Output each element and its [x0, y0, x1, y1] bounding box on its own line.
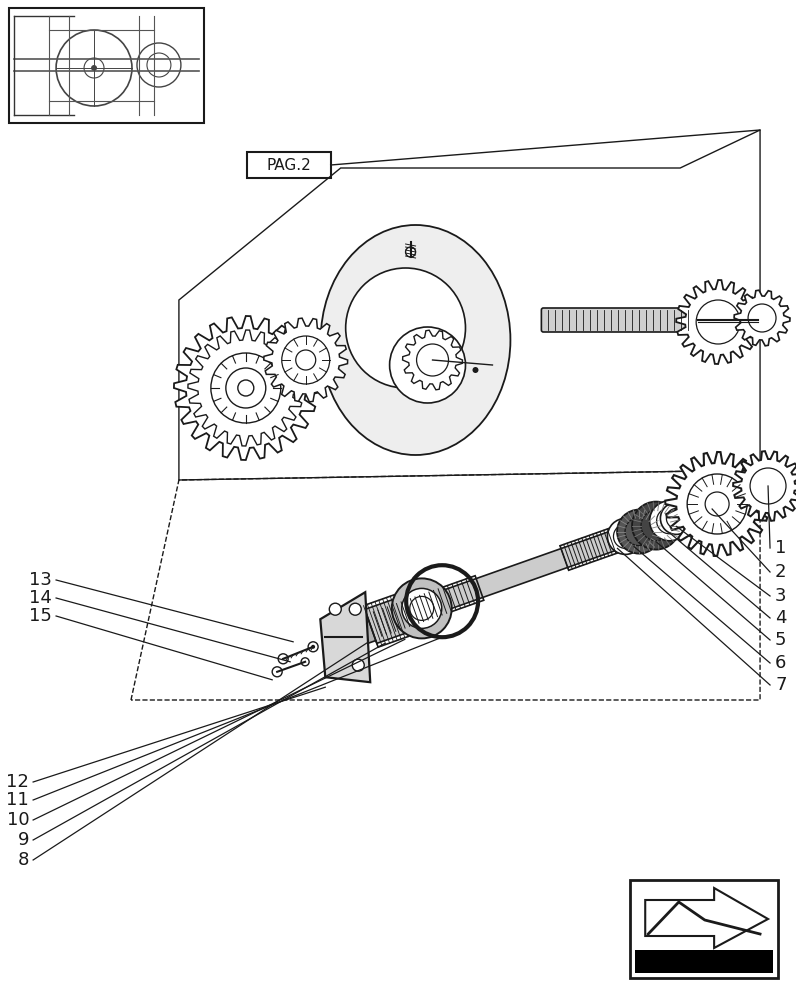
Circle shape [473, 367, 478, 373]
Text: 4: 4 [775, 609, 786, 627]
Text: PAG.2: PAG.2 [267, 157, 311, 172]
FancyBboxPatch shape [10, 8, 204, 123]
Text: 14: 14 [29, 589, 52, 607]
Circle shape [625, 518, 653, 546]
Circle shape [301, 658, 309, 666]
Circle shape [666, 508, 686, 528]
Polygon shape [646, 888, 768, 948]
Text: 11: 11 [6, 791, 29, 809]
Circle shape [345, 268, 466, 388]
FancyBboxPatch shape [630, 880, 778, 978]
Circle shape [641, 511, 671, 541]
FancyBboxPatch shape [541, 308, 700, 332]
Circle shape [661, 502, 693, 534]
Text: 1: 1 [775, 539, 786, 557]
Circle shape [272, 667, 282, 677]
Circle shape [687, 474, 747, 534]
Circle shape [392, 578, 451, 638]
Circle shape [657, 508, 682, 534]
Text: 6: 6 [775, 654, 786, 672]
Polygon shape [734, 290, 790, 346]
Circle shape [617, 510, 661, 554]
Circle shape [650, 501, 689, 541]
Polygon shape [320, 592, 370, 682]
Text: 7: 7 [775, 676, 786, 694]
Polygon shape [174, 316, 318, 460]
Text: 12: 12 [6, 773, 29, 791]
Text: 3: 3 [775, 587, 786, 605]
Circle shape [238, 380, 254, 396]
Circle shape [696, 300, 740, 344]
Text: 8: 8 [18, 851, 29, 869]
Polygon shape [263, 318, 348, 402]
Circle shape [226, 368, 266, 408]
Circle shape [632, 502, 680, 550]
Text: 2: 2 [775, 563, 786, 581]
Polygon shape [188, 330, 304, 446]
Circle shape [278, 654, 288, 664]
Circle shape [416, 344, 448, 376]
Text: 13: 13 [29, 571, 52, 589]
Polygon shape [349, 611, 379, 647]
Text: 10: 10 [6, 811, 29, 829]
Circle shape [410, 596, 434, 620]
Circle shape [56, 30, 132, 106]
Text: 5: 5 [775, 631, 786, 649]
Circle shape [91, 65, 97, 71]
Circle shape [750, 468, 786, 504]
Circle shape [402, 588, 442, 628]
Text: 15: 15 [29, 607, 52, 625]
Circle shape [406, 247, 416, 257]
Circle shape [607, 518, 643, 554]
Circle shape [282, 336, 330, 384]
Circle shape [308, 642, 318, 652]
Circle shape [748, 304, 776, 332]
Circle shape [353, 659, 365, 671]
Circle shape [389, 327, 466, 403]
FancyBboxPatch shape [247, 152, 330, 178]
Polygon shape [665, 452, 769, 556]
Circle shape [311, 645, 315, 649]
Polygon shape [676, 280, 760, 364]
Polygon shape [733, 451, 796, 521]
Ellipse shape [321, 225, 510, 455]
Polygon shape [357, 501, 704, 639]
Circle shape [211, 353, 281, 423]
Circle shape [296, 350, 316, 370]
Circle shape [349, 603, 361, 615]
Text: 9: 9 [18, 831, 29, 849]
FancyBboxPatch shape [635, 950, 773, 973]
Polygon shape [365, 599, 408, 643]
Circle shape [330, 603, 341, 615]
Polygon shape [403, 330, 462, 390]
Circle shape [705, 492, 729, 516]
Circle shape [614, 524, 638, 548]
